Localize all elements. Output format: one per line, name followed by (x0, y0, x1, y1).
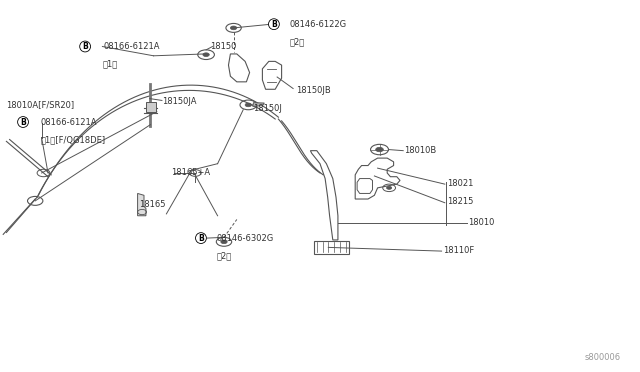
Text: 、1。: 、1。 (103, 60, 118, 69)
Text: 18150JB: 18150JB (296, 86, 330, 94)
Polygon shape (253, 103, 264, 106)
Text: 18165+A: 18165+A (172, 169, 211, 177)
Text: 18150: 18150 (210, 42, 236, 51)
Text: 、1。[F/QG18DE]: 、1。[F/QG18DE] (41, 135, 106, 144)
Circle shape (203, 53, 209, 57)
Circle shape (245, 103, 252, 107)
Text: 18165: 18165 (140, 200, 166, 209)
Text: B: B (198, 234, 204, 243)
Text: B: B (271, 20, 276, 29)
Text: s800006: s800006 (585, 353, 621, 362)
Text: 18010A[F/SR20]: 18010A[F/SR20] (6, 100, 74, 109)
Text: 、2。: 、2。 (290, 38, 305, 46)
Circle shape (376, 147, 383, 152)
Text: 08146-6122G: 08146-6122G (290, 20, 347, 29)
Text: B: B (20, 118, 26, 126)
Text: 18150JA: 18150JA (163, 97, 197, 106)
Circle shape (230, 26, 237, 30)
Text: 18150J: 18150J (253, 105, 282, 113)
Text: 18215: 18215 (447, 198, 473, 206)
Text: 18110F: 18110F (443, 246, 474, 255)
Text: 18010: 18010 (468, 218, 495, 227)
Text: 08166-6121A: 08166-6121A (103, 42, 159, 51)
Text: 08146-6302G: 08146-6302G (217, 234, 274, 243)
Circle shape (221, 240, 227, 244)
Circle shape (387, 186, 392, 189)
Text: B: B (83, 42, 88, 51)
Text: 、2。: 、2。 (217, 251, 232, 260)
Text: 08166-6121A: 08166-6121A (41, 118, 97, 126)
Text: 18010B: 18010B (404, 146, 436, 155)
Polygon shape (146, 102, 156, 112)
Text: 18021: 18021 (447, 179, 473, 188)
Polygon shape (138, 193, 146, 216)
